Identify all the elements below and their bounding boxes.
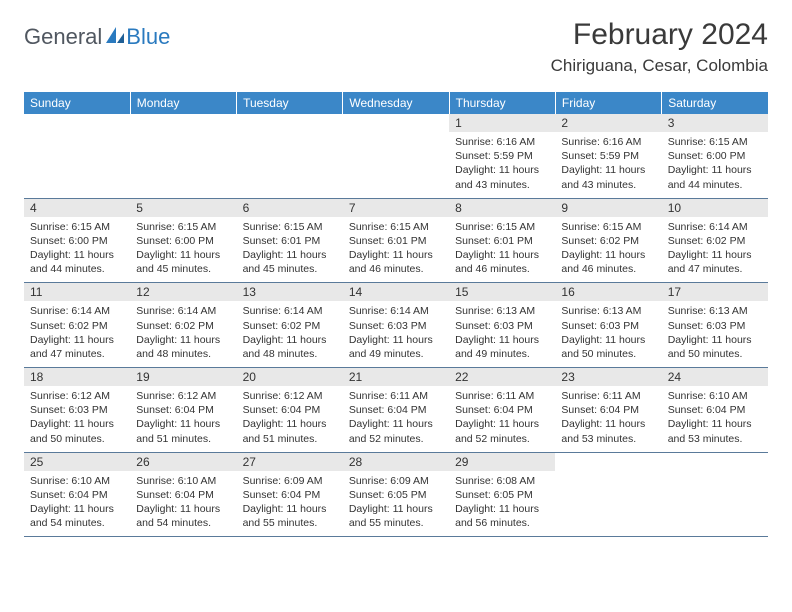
day-number (130, 114, 236, 132)
day-detail: Sunrise: 6:15 AMSunset: 6:00 PMDaylight:… (130, 217, 236, 283)
day-detail: Sunrise: 6:12 AMSunset: 6:04 PMDaylight:… (237, 386, 343, 452)
day-detail: Sunrise: 6:13 AMSunset: 6:03 PMDaylight:… (449, 301, 555, 367)
weekday-header-row: Sunday Monday Tuesday Wednesday Thursday… (24, 92, 768, 114)
day-detail: Sunrise: 6:15 AMSunset: 6:02 PMDaylight:… (555, 217, 661, 283)
logo-text-general: General (24, 24, 102, 50)
weekday-header: Wednesday (343, 92, 449, 114)
day-detail: Sunrise: 6:09 AMSunset: 6:05 PMDaylight:… (343, 471, 449, 537)
day-number: 7 (343, 198, 449, 217)
logo: General Blue (24, 18, 170, 50)
day-detail-row: Sunrise: 6:14 AMSunset: 6:02 PMDaylight:… (24, 301, 768, 367)
day-number: 9 (555, 198, 661, 217)
day-detail: Sunrise: 6:14 AMSunset: 6:02 PMDaylight:… (24, 301, 130, 367)
day-detail: Sunrise: 6:13 AMSunset: 6:03 PMDaylight:… (555, 301, 661, 367)
day-detail: Sunrise: 6:14 AMSunset: 6:02 PMDaylight:… (237, 301, 343, 367)
day-detail: Sunrise: 6:08 AMSunset: 6:05 PMDaylight:… (449, 471, 555, 537)
day-number: 24 (662, 368, 768, 387)
location: Chiriguana, Cesar, Colombia (551, 56, 768, 76)
day-detail (237, 132, 343, 198)
logo-text-blue: Blue (126, 24, 170, 50)
month-title: February 2024 (551, 18, 768, 52)
day-number: 21 (343, 368, 449, 387)
day-number: 12 (130, 283, 236, 302)
day-detail: Sunrise: 6:10 AMSunset: 6:04 PMDaylight:… (130, 471, 236, 537)
day-number-row: 2526272829 (24, 452, 768, 471)
day-detail: Sunrise: 6:15 AMSunset: 6:01 PMDaylight:… (237, 217, 343, 283)
day-number: 1 (449, 114, 555, 132)
day-detail: Sunrise: 6:11 AMSunset: 6:04 PMDaylight:… (449, 386, 555, 452)
day-detail: Sunrise: 6:16 AMSunset: 5:59 PMDaylight:… (555, 132, 661, 198)
day-detail: Sunrise: 6:15 AMSunset: 6:01 PMDaylight:… (343, 217, 449, 283)
day-number: 14 (343, 283, 449, 302)
day-detail: Sunrise: 6:09 AMSunset: 6:04 PMDaylight:… (237, 471, 343, 537)
calendar-table: Sunday Monday Tuesday Wednesday Thursday… (24, 92, 768, 537)
day-number (555, 452, 661, 471)
day-number: 6 (237, 198, 343, 217)
weekday-header: Saturday (662, 92, 768, 114)
day-number: 2 (555, 114, 661, 132)
day-number: 4 (24, 198, 130, 217)
header: General Blue February 2024 Chiriguana, C… (24, 18, 768, 76)
day-number: 26 (130, 452, 236, 471)
day-detail: Sunrise: 6:15 AMSunset: 6:00 PMDaylight:… (662, 132, 768, 198)
day-detail (343, 132, 449, 198)
day-number: 29 (449, 452, 555, 471)
day-number (24, 114, 130, 132)
day-number: 19 (130, 368, 236, 387)
day-detail (555, 471, 661, 537)
weekday-header: Tuesday (237, 92, 343, 114)
day-detail (130, 132, 236, 198)
day-number: 25 (24, 452, 130, 471)
day-detail: Sunrise: 6:11 AMSunset: 6:04 PMDaylight:… (343, 386, 449, 452)
calendar-body: 123Sunrise: 6:16 AMSunset: 5:59 PMDaylig… (24, 114, 768, 537)
day-detail: Sunrise: 6:14 AMSunset: 6:02 PMDaylight:… (130, 301, 236, 367)
day-detail (24, 132, 130, 198)
day-number-row: 11121314151617 (24, 283, 768, 302)
day-number: 13 (237, 283, 343, 302)
day-number: 5 (130, 198, 236, 217)
day-detail (662, 471, 768, 537)
day-detail: Sunrise: 6:15 AMSunset: 6:01 PMDaylight:… (449, 217, 555, 283)
day-detail: Sunrise: 6:11 AMSunset: 6:04 PMDaylight:… (555, 386, 661, 452)
day-number: 3 (662, 114, 768, 132)
weekday-header: Sunday (24, 92, 130, 114)
day-number: 10 (662, 198, 768, 217)
day-number (343, 114, 449, 132)
day-number-row: 45678910 (24, 198, 768, 217)
day-detail: Sunrise: 6:12 AMSunset: 6:04 PMDaylight:… (130, 386, 236, 452)
day-number: 11 (24, 283, 130, 302)
weekday-header: Friday (555, 92, 661, 114)
sail-icon (104, 25, 126, 50)
day-detail-row: Sunrise: 6:10 AMSunset: 6:04 PMDaylight:… (24, 471, 768, 537)
day-number: 16 (555, 283, 661, 302)
day-number: 23 (555, 368, 661, 387)
day-detail: Sunrise: 6:16 AMSunset: 5:59 PMDaylight:… (449, 132, 555, 198)
day-detail: Sunrise: 6:14 AMSunset: 6:03 PMDaylight:… (343, 301, 449, 367)
day-number (662, 452, 768, 471)
day-number: 8 (449, 198, 555, 217)
day-number: 28 (343, 452, 449, 471)
day-detail-row: Sunrise: 6:16 AMSunset: 5:59 PMDaylight:… (24, 132, 768, 198)
weekday-header: Thursday (449, 92, 555, 114)
day-detail: Sunrise: 6:14 AMSunset: 6:02 PMDaylight:… (662, 217, 768, 283)
day-detail: Sunrise: 6:10 AMSunset: 6:04 PMDaylight:… (24, 471, 130, 537)
day-number: 17 (662, 283, 768, 302)
day-detail-row: Sunrise: 6:12 AMSunset: 6:03 PMDaylight:… (24, 386, 768, 452)
day-number: 22 (449, 368, 555, 387)
day-number-row: 123 (24, 114, 768, 132)
weekday-header: Monday (130, 92, 236, 114)
day-detail-row: Sunrise: 6:15 AMSunset: 6:00 PMDaylight:… (24, 217, 768, 283)
day-number: 20 (237, 368, 343, 387)
day-number (237, 114, 343, 132)
day-number-row: 18192021222324 (24, 368, 768, 387)
day-detail: Sunrise: 6:13 AMSunset: 6:03 PMDaylight:… (662, 301, 768, 367)
day-number: 18 (24, 368, 130, 387)
title-block: February 2024 Chiriguana, Cesar, Colombi… (551, 18, 768, 76)
day-detail: Sunrise: 6:12 AMSunset: 6:03 PMDaylight:… (24, 386, 130, 452)
day-detail: Sunrise: 6:10 AMSunset: 6:04 PMDaylight:… (662, 386, 768, 452)
day-number: 15 (449, 283, 555, 302)
day-detail: Sunrise: 6:15 AMSunset: 6:00 PMDaylight:… (24, 217, 130, 283)
day-number: 27 (237, 452, 343, 471)
